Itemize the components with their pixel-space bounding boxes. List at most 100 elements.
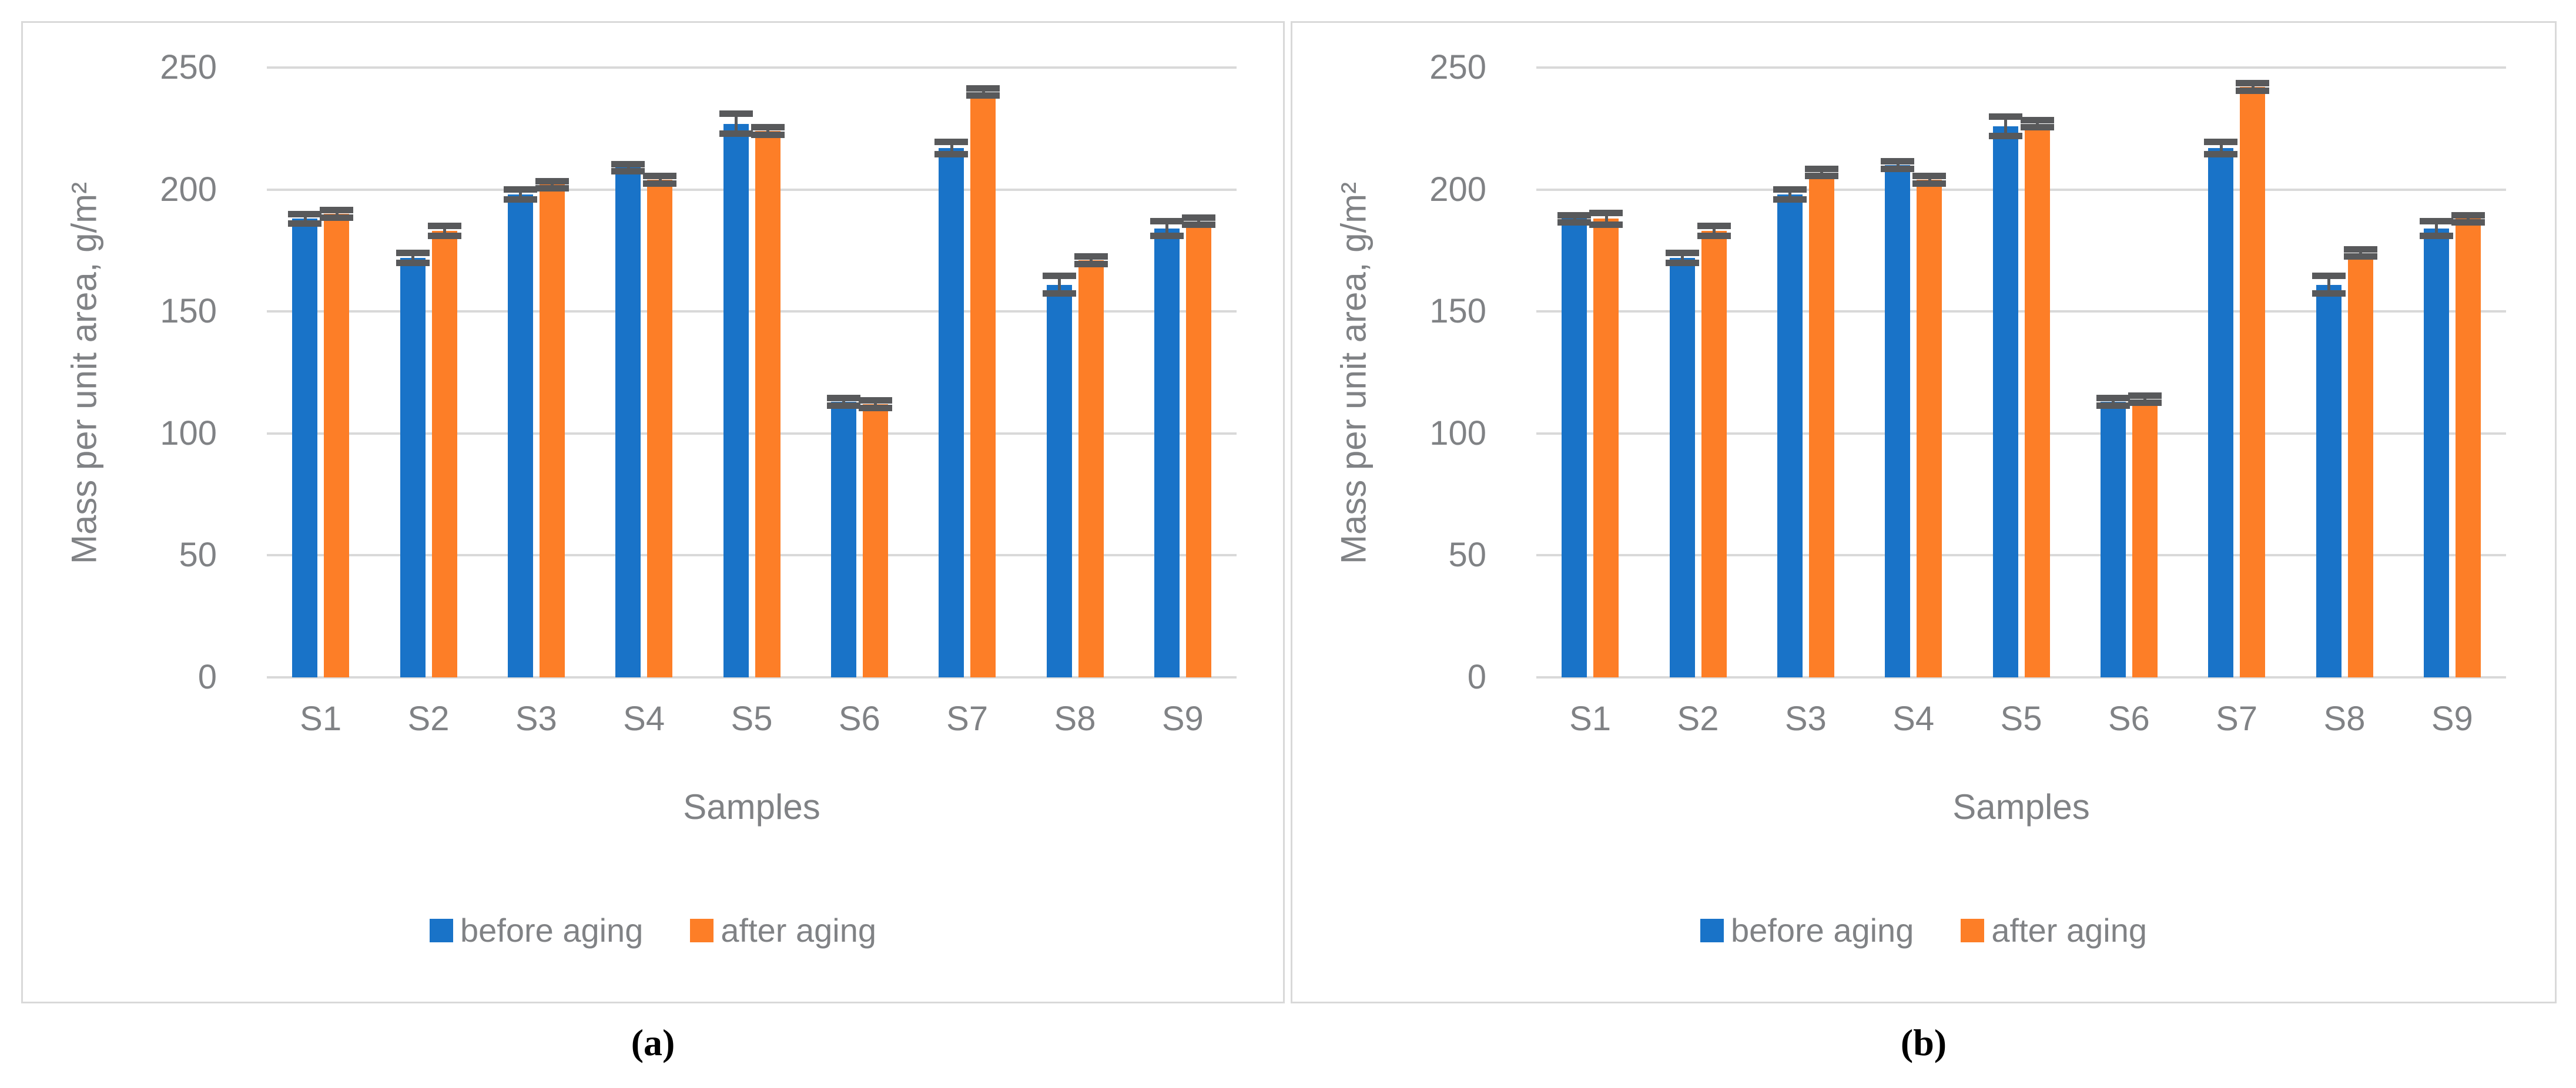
bar-S2-before-aging: [400, 257, 426, 677]
error-cap-bottom: [2204, 150, 2238, 157]
error-stem: [627, 160, 630, 174]
bar-S3-after-aging: [1808, 172, 1834, 677]
chart-panel-a: Mass per unit area, g/m² Samples before …: [21, 21, 1285, 1003]
error-cap-top: [2343, 246, 2377, 253]
error-bar-S5-after-aging: [751, 124, 785, 138]
error-cap-top: [826, 395, 860, 402]
gridline-100: [1536, 432, 2506, 435]
bar-S4-before-aging: [615, 167, 641, 677]
x-tick-label-S5: S5: [2000, 700, 2042, 738]
error-stem: [303, 210, 307, 227]
y-tick-label-100: 100: [160, 414, 217, 452]
error-cap-top: [427, 223, 461, 230]
x-tick-label-S6: S6: [2108, 700, 2150, 738]
error-bar-S3-after-aging: [1804, 165, 1838, 180]
error-stem: [874, 397, 877, 411]
error-cap-bottom: [611, 167, 645, 174]
error-cap-top: [1773, 186, 1807, 193]
error-bar-S6-before-aging: [826, 395, 860, 409]
bar-S2-before-aging: [1669, 257, 1695, 677]
error-bar-S4-after-aging: [1912, 173, 1947, 187]
x-tick-label-S2: S2: [407, 700, 450, 738]
error-cap-bottom: [1773, 196, 1807, 203]
error-cap-top: [396, 250, 430, 257]
x-tick-label-S3: S3: [515, 700, 557, 738]
error-cap-top: [320, 207, 354, 214]
error-cap-bottom: [1150, 232, 1184, 239]
y-tick-label-0: 0: [1467, 658, 1486, 696]
error-cap-top: [858, 397, 892, 404]
error-cap-top: [611, 160, 645, 167]
error-bar-S3-after-aging: [535, 177, 569, 192]
error-cap-bottom: [1804, 173, 1838, 180]
error-stem: [1604, 209, 1608, 229]
error-cap-bottom: [1589, 221, 1623, 229]
error-cap-bottom: [2343, 253, 2377, 260]
error-cap-top: [1804, 165, 1838, 172]
bar-S9-before-aging: [2423, 229, 2449, 677]
gridline-200: [267, 188, 1237, 191]
error-bar-S4-before-aging: [1881, 158, 1915, 172]
error-cap-top: [966, 85, 1000, 92]
bar-S9-after-aging: [1185, 221, 1211, 677]
error-bar-S9-before-aging: [2419, 218, 2453, 239]
x-tick-label-S7: S7: [2216, 700, 2258, 738]
error-cap-bottom: [288, 220, 322, 227]
error-stem: [1681, 250, 1684, 266]
gridline-0: [1536, 676, 2506, 679]
error-cap-bottom: [858, 404, 892, 411]
error-cap-bottom: [2419, 232, 2453, 239]
x-tick-label-S9: S9: [1161, 700, 1204, 738]
error-cap-bottom: [1912, 180, 1947, 187]
error-cap-bottom: [934, 150, 969, 157]
error-bar-S9-after-aging: [1181, 214, 1215, 229]
error-cap-bottom: [2020, 124, 2054, 131]
error-stem: [335, 207, 339, 221]
error-cap-top: [1074, 253, 1108, 260]
error-stem: [2327, 273, 2330, 297]
error-cap-bottom: [2451, 219, 2485, 226]
error-cap-top: [1150, 218, 1184, 225]
error-stem: [2219, 139, 2223, 157]
error-cap-top: [535, 177, 569, 184]
error-bar-S3-before-aging: [1773, 186, 1807, 203]
error-stem: [842, 395, 846, 409]
error-cap-top: [1181, 214, 1215, 221]
error-stem: [443, 223, 446, 239]
error-stem: [2435, 218, 2438, 239]
error-stem: [1896, 158, 1900, 172]
chart-panel-b: Mass per unit area, g/m² Samples before …: [1291, 21, 2557, 1003]
error-cap-bottom: [719, 130, 753, 137]
error-cap-top: [2204, 139, 2238, 146]
bar-S8-after-aging: [2347, 253, 2373, 677]
bar-S1-after-aging: [1593, 219, 1619, 677]
error-cap-top: [1912, 173, 1947, 180]
bar-S9-after-aging: [2455, 219, 2481, 677]
error-cap-top: [288, 210, 322, 217]
y-tick-label-50: 50: [179, 536, 217, 575]
error-cap-bottom: [503, 196, 537, 203]
y-tick-label-200: 200: [1429, 170, 1486, 209]
error-bar-S2-before-aging: [1665, 250, 1699, 266]
error-stem: [1165, 218, 1169, 239]
error-stem: [2112, 395, 2115, 409]
bar-S1-after-aging: [324, 214, 350, 677]
gridline-200: [1536, 188, 2506, 191]
x-tick-label-S8: S8: [2323, 700, 2366, 738]
y-tick-label-0: 0: [197, 658, 217, 696]
error-cap-bottom: [1181, 221, 1215, 229]
bar-S7-after-aging: [2240, 87, 2266, 677]
error-stem: [1573, 211, 1576, 226]
x-tick-label-S5: S5: [731, 700, 773, 738]
error-cap-top: [2312, 273, 2346, 280]
bar-S6-before-aging: [2100, 401, 2126, 677]
bar-S5-before-aging: [723, 123, 749, 677]
gridline-150: [1536, 310, 2506, 313]
error-cap-bottom: [643, 180, 677, 187]
error-cap-bottom: [2312, 290, 2346, 297]
legend-label-after-aging: after aging: [721, 912, 876, 949]
error-stem: [1090, 253, 1093, 267]
legend-label-before-aging: before aging: [460, 912, 644, 949]
error-cap-bottom: [535, 185, 569, 192]
error-bar-S8-before-aging: [1042, 273, 1076, 297]
